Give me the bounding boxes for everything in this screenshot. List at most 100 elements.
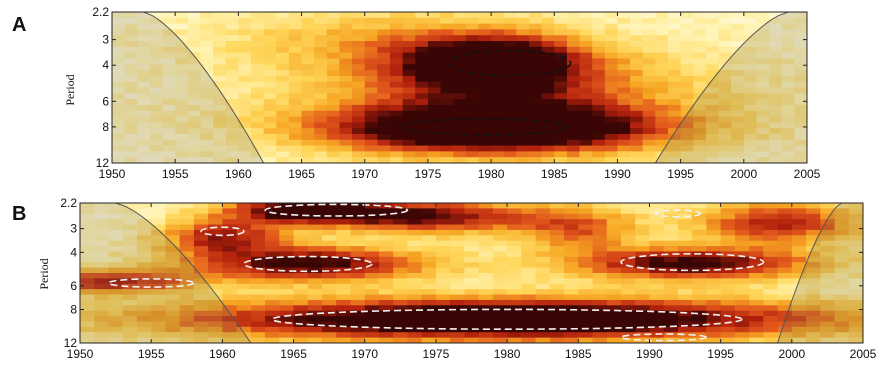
panel-a-heatmap-cell [288,52,303,60]
panel-a-heatmap-cell [693,58,707,65]
panel-b-heatmap-cell [94,305,110,312]
panel-a-heatmap-cell [390,17,404,25]
panel-a-heatmap-cell [415,104,429,112]
panel-a-heatmap-cell [213,41,227,48]
panel-a-coi-shade-right [655,12,807,163]
panel-b-heatmap-cell [478,267,494,274]
panel-b-heatmap-cell [208,316,223,323]
panel-b-heatmap-cell [151,332,167,339]
panel-a-heatmap-cell [339,46,353,54]
panel-a-heatmap-cell [781,99,795,106]
panel-a-heatmap-cell [781,75,795,83]
panel-b-heatmap-cell [521,229,537,236]
panel-a-heatmap-cell [642,29,656,36]
panel-b-heatmap-cell [122,256,138,263]
panel-a-heatmap-cell [251,151,265,158]
panel-a-heatmap-cell [769,29,783,36]
panel-a-heatmap-cell [364,12,378,19]
panel-b-heatmap-cell [564,224,579,231]
panel-a-heatmap-cell [137,12,151,19]
panel-b-heatmap-cell [165,251,181,258]
panel-b-heatmap-cell [791,332,807,339]
panel-a-heatmap-cell [352,75,366,83]
panel-a-x-tick-label: 1980 [478,167,505,181]
panel-b-heatmap-cell [293,229,309,236]
panel-a-heatmap-cell [276,64,290,71]
panel-a-heatmap-cell [402,70,416,77]
panel-b-heatmap-cell [265,337,280,343]
panel-a-heatmap-cell [162,128,176,135]
panel-a-heatmap-cell [604,17,619,25]
panel-b-heatmap-cell [378,229,394,236]
panel-b-heatmap-cell [122,273,138,279]
panel-b-heatmap-cell [222,246,238,253]
panel-a-heatmap-cell [453,157,467,163]
panel-a-heatmap-cell [187,29,202,36]
panel-b-heatmap-cell [564,208,579,215]
panel-a-heatmap-cell [124,29,138,36]
panel-b-heatmap-cell [350,305,366,312]
panel-b-heatmap-cell [464,251,480,258]
panel-a-heatmap-cell [592,70,606,77]
panel-a-heatmap-cell [680,87,694,94]
panel-b-ylabel: Period [37,258,51,289]
panel-b-heatmap-cell [307,289,323,296]
panel-b-heatmap-cell [450,240,465,247]
panel-a-heatmap-cell [288,12,303,19]
panel-a-heatmap-cell [390,64,404,71]
panel-b-heatmap-cell [592,224,608,231]
panel-b-heatmap-cell [136,219,152,226]
panel-b-heatmap-cell [507,235,522,242]
panel-a-heatmap-cell [617,157,631,163]
panel-a-heatmap-cell [162,46,176,54]
panel-b-heatmap-cell [279,289,295,296]
panel-a-heatmap-cell [364,58,378,65]
panel-b-heatmap-cell [820,246,836,253]
panel-b-heatmap-cell [208,289,223,296]
panel-a-heatmap-cell [276,70,290,77]
panel-a-heatmap-cell [415,35,429,42]
panel-b-heatmap-cell [136,213,152,220]
panel-b-coi-right-curve [777,203,842,343]
panel-a-heatmap-cell [630,99,644,106]
panel-b-heatmap-cell [450,262,465,269]
panel-b-significance-contour [271,308,743,330]
panel-b-heatmap-cell [364,316,380,323]
panel-b-heatmap-cell [464,203,480,209]
panel-a-heatmap-cell [617,151,631,158]
panel-a-heatmap-cell [491,128,505,135]
panel-a-heatmap-cell [566,12,581,19]
panel-b-heatmap-cell [734,337,750,343]
panel-a-heatmap-cell [478,151,492,158]
panel-a-heatmap-cell [112,93,126,100]
panel-b-heatmap-cell [364,289,380,296]
panel-a-heatmap-cell [642,110,656,118]
panel-a-heatmap-cell [529,110,543,118]
panel-b-heatmap-cell [94,310,110,317]
panel-b-heatmap-cell [350,203,366,209]
panel-b-heatmap-cell [165,289,181,296]
panel-a-heatmap-cell [680,12,694,19]
panel-b-heatmap-cell [478,316,494,323]
panel-a-heatmap-cell [529,116,543,123]
panel-a-heatmap-cell [124,151,138,158]
panel-b-heatmap-cell [791,213,807,220]
panel-a-heatmap-cell [668,17,682,25]
panel-a-heatmap-cell [579,75,593,83]
panel-b-heatmap-cell [663,278,679,285]
panel-a-heatmap-cell [503,133,517,141]
panel-a-heatmap-cell [756,128,770,135]
panel-a-heatmap-cell [693,12,707,19]
panel-a-heatmap-cell [668,70,682,77]
panel-b-heatmap-cell [492,219,508,226]
panel-b-heatmap-cell [464,332,480,339]
panel-a-x-tick-label: 1990 [604,167,631,181]
panel-b-heatmap-cell [179,267,195,274]
panel-a-heatmap-cell [579,87,593,94]
panel-a-heatmap-cell [491,151,505,158]
panel-b-heatmap-cell [507,326,522,333]
panel-b-heatmap-cell [279,294,295,301]
panel-a-heatmap-cell [680,145,694,152]
panel-a-heatmap-cell [541,23,555,31]
panel-b-heatmap-cell [378,267,394,274]
